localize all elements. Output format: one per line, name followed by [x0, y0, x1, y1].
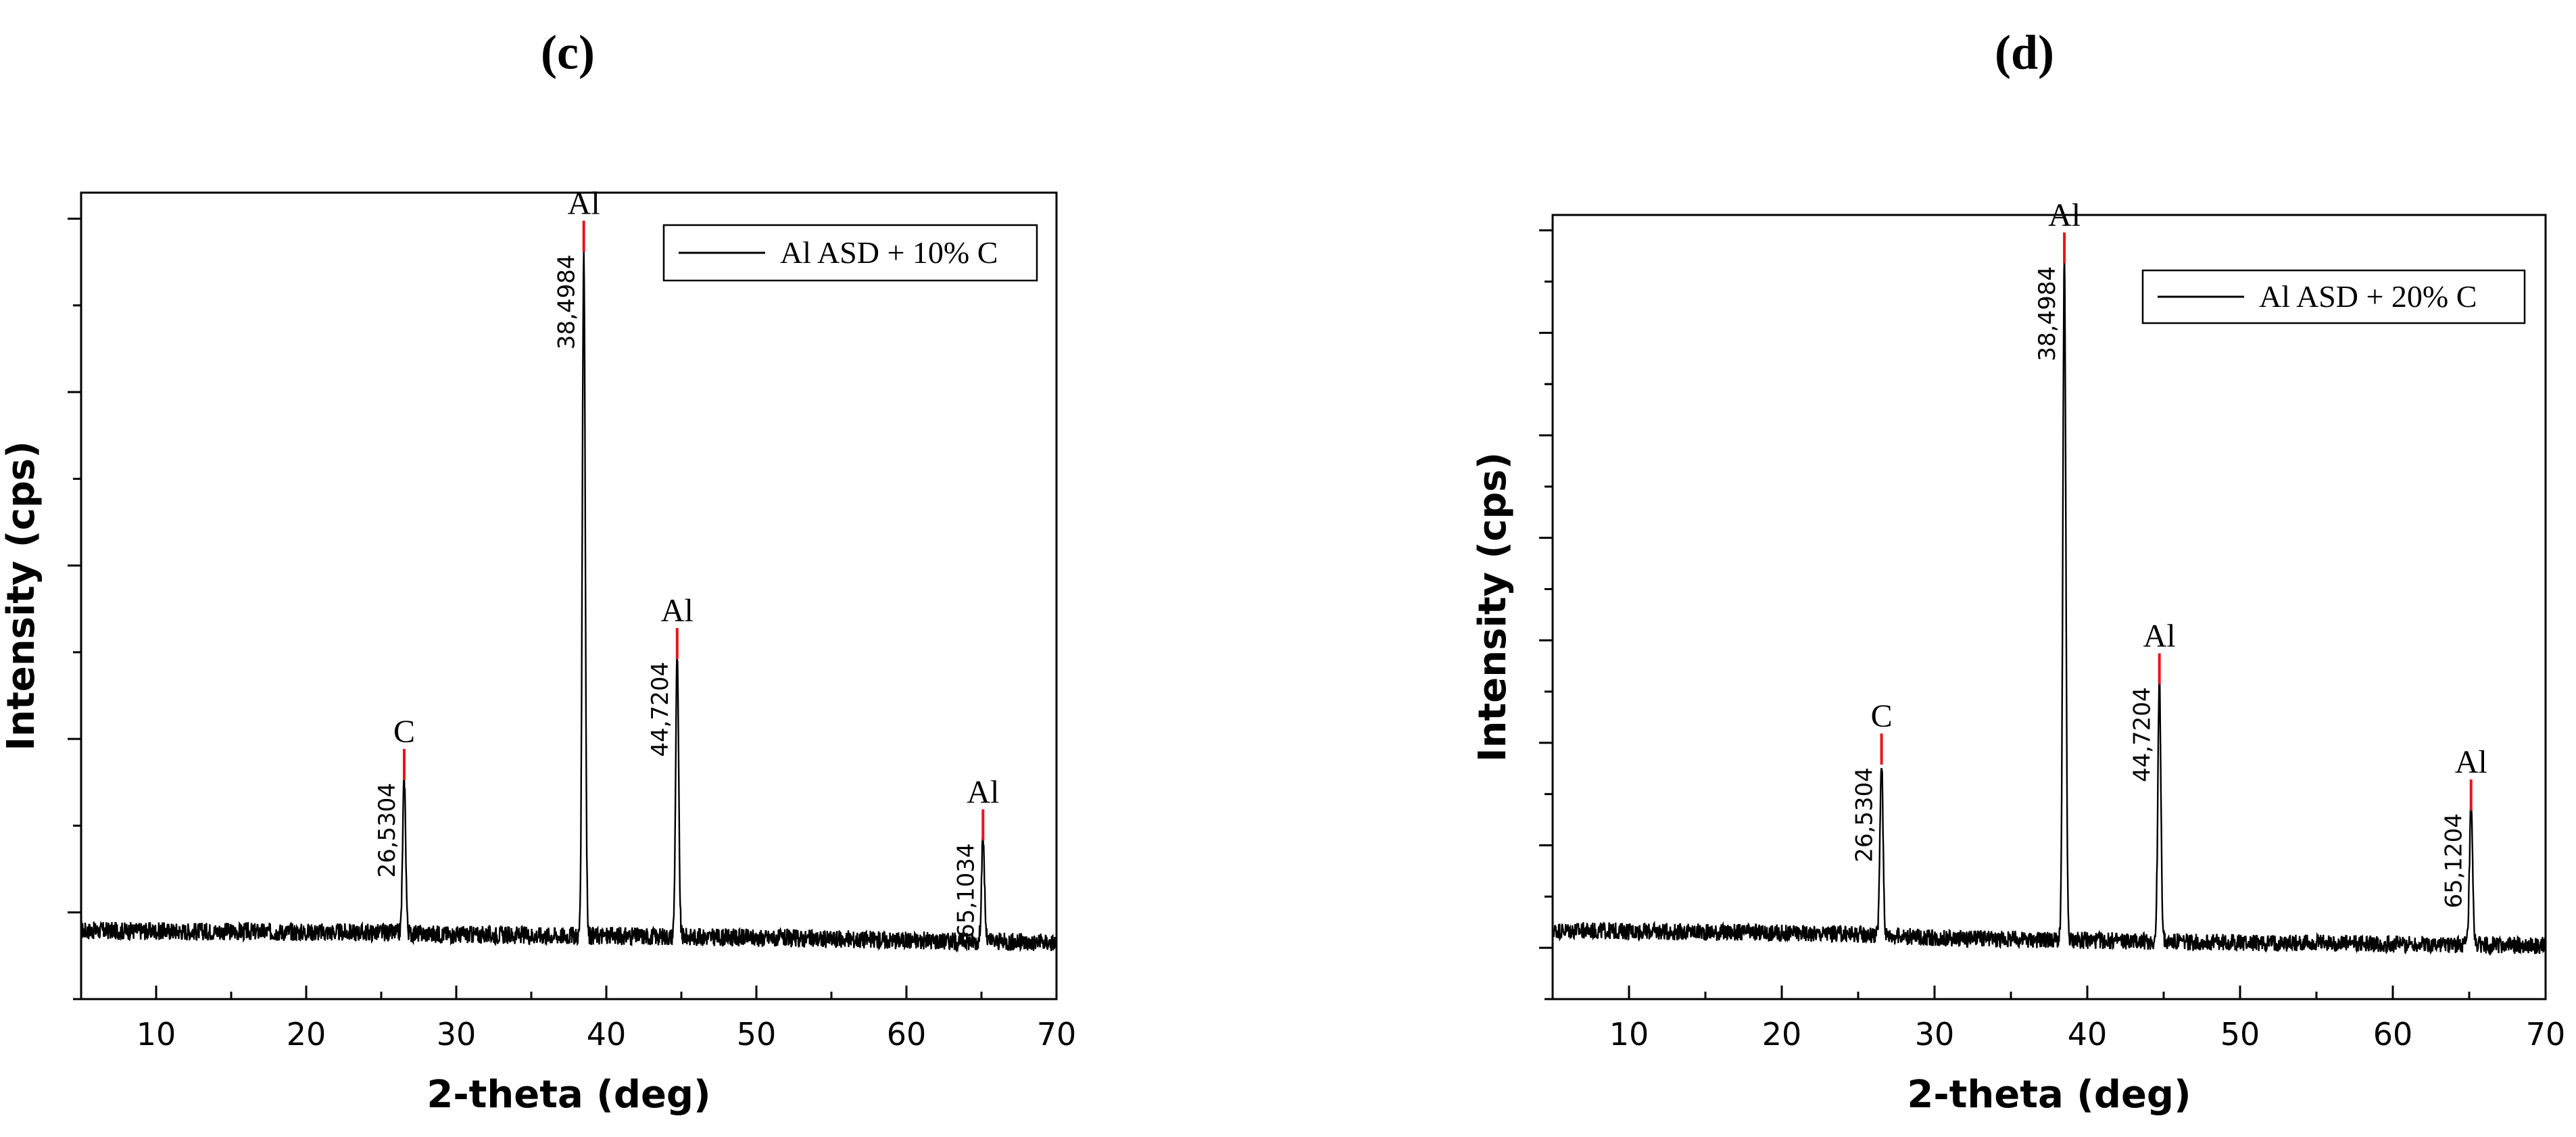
peak-phase-label: Al	[2455, 744, 2487, 780]
peak-position-label: 65,1204	[2441, 813, 2468, 909]
x-tick-label: 20	[287, 1016, 326, 1053]
peak-position-label: 26,5304	[374, 783, 401, 878]
x-axis-title: 2-theta (deg)	[1907, 1073, 2191, 1117]
peak-position-label: 65,1034	[952, 843, 979, 938]
peak-phase-label: Al	[2048, 197, 2081, 233]
x-tick-label: 60	[2373, 1016, 2413, 1053]
y-axis-title: Intensity (cps)	[0, 441, 43, 750]
peak-position-label: 38,4984	[2034, 266, 2061, 362]
panel-label: (d)	[1995, 26, 2054, 80]
legend: Al ASD + 20% C	[2141, 269, 2526, 324]
x-tick-label: 10	[1609, 1016, 1649, 1053]
x-tick-label: 10	[137, 1016, 176, 1053]
peak-phase-label: Al	[661, 593, 694, 629]
x-tick-label: 40	[2068, 1016, 2108, 1053]
xrd-series-line	[1551, 253, 2547, 957]
x-tick-label: 30	[1915, 1016, 1955, 1053]
x-tick-label: 50	[737, 1016, 777, 1053]
peak-position-label: 26,5304	[1851, 767, 1878, 863]
x-tick-label: 70	[1037, 1016, 1077, 1053]
xrd-series-line	[80, 250, 1058, 953]
y-axis-title: Intensity (cps)	[1471, 452, 1515, 762]
plot-frame	[80, 191, 1058, 1000]
peak-phase-label: Al	[2143, 618, 2176, 654]
peak-phase-label: C	[1871, 698, 1893, 734]
x-tick-label: 20	[1762, 1016, 1802, 1053]
panel-label: (c)	[541, 26, 595, 80]
peak-phase-label: Al	[967, 774, 999, 810]
plot-frame	[1551, 214, 2547, 1000]
x-tick-label: 60	[887, 1016, 927, 1053]
peak-position-label: 38,4984	[554, 255, 581, 350]
x-tick-label: 40	[587, 1016, 627, 1053]
peak-phase-label: Al	[568, 186, 600, 222]
x-tick-label: 50	[2220, 1016, 2260, 1053]
peak-position-label: 44,7204	[647, 662, 674, 757]
legend-label: Al ASD + 10% C	[780, 235, 998, 270]
legend-label: Al ASD + 20% C	[2259, 279, 2477, 314]
peak-phase-label: C	[393, 714, 415, 750]
chart-panel-c: (c) 10 20 30 40 50 60 70 2-theta (deg) Intensity …	[0, 26, 1076, 1117]
x-tick-label: 70	[2526, 1016, 2566, 1053]
chart-panel-d: (d) 10 20 30 40 50 60 70 2-theta (deg) Intensity …	[1471, 26, 2565, 1117]
legend: Al ASD + 10% C	[662, 224, 1038, 282]
x-axis-title: 2-theta (deg)	[427, 1073, 710, 1117]
x-tick-label: 30	[437, 1016, 477, 1053]
peak-position-label: 44,7204	[2129, 687, 2156, 782]
